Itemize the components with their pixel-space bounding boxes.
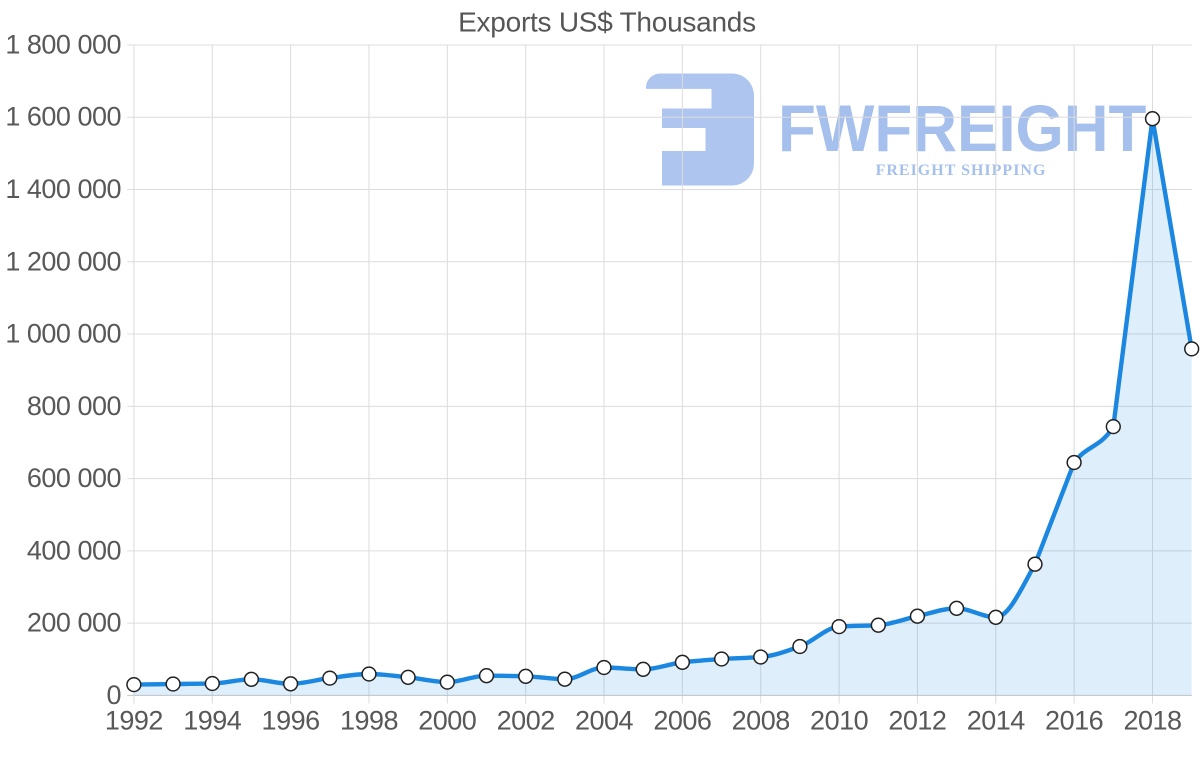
svg-text:800 000: 800 000 [27, 391, 121, 421]
svg-text:1992: 1992 [105, 706, 163, 736]
svg-text:2000: 2000 [418, 706, 476, 736]
svg-text:2014: 2014 [967, 706, 1026, 736]
svg-text:FREIGHT SHIPPING: FREIGHT SHIPPING [876, 162, 1047, 179]
svg-text:1 400 000: 1 400 000 [5, 174, 121, 204]
svg-text:2016: 2016 [1045, 706, 1103, 736]
svg-text:2010: 2010 [810, 706, 868, 736]
svg-text:Exports US$ Thousands: Exports US$ Thousands [458, 7, 756, 38]
svg-text:2008: 2008 [732, 706, 790, 736]
svg-text:2012: 2012 [888, 706, 946, 736]
svg-text:1 000 000: 1 000 000 [5, 319, 121, 349]
svg-text:2004: 2004 [575, 706, 634, 736]
svg-text:1 200 000: 1 200 000 [5, 246, 121, 276]
svg-text:FWFREIGHT: FWFREIGHT [778, 91, 1146, 165]
svg-text:200 000: 200 000 [27, 608, 121, 638]
svg-text:1998: 1998 [340, 706, 398, 736]
svg-text:2018: 2018 [1123, 706, 1181, 736]
svg-text:600 000: 600 000 [27, 463, 121, 493]
svg-text:0: 0 [106, 680, 121, 710]
svg-text:2002: 2002 [497, 706, 555, 736]
svg-text:1 600 000: 1 600 000 [5, 102, 121, 132]
svg-text:400 000: 400 000 [27, 535, 121, 565]
svg-text:1994: 1994 [183, 706, 242, 736]
svg-text:1996: 1996 [262, 706, 320, 736]
svg-text:2006: 2006 [653, 706, 711, 736]
svg-text:1 800 000: 1 800 000 [5, 30, 121, 60]
